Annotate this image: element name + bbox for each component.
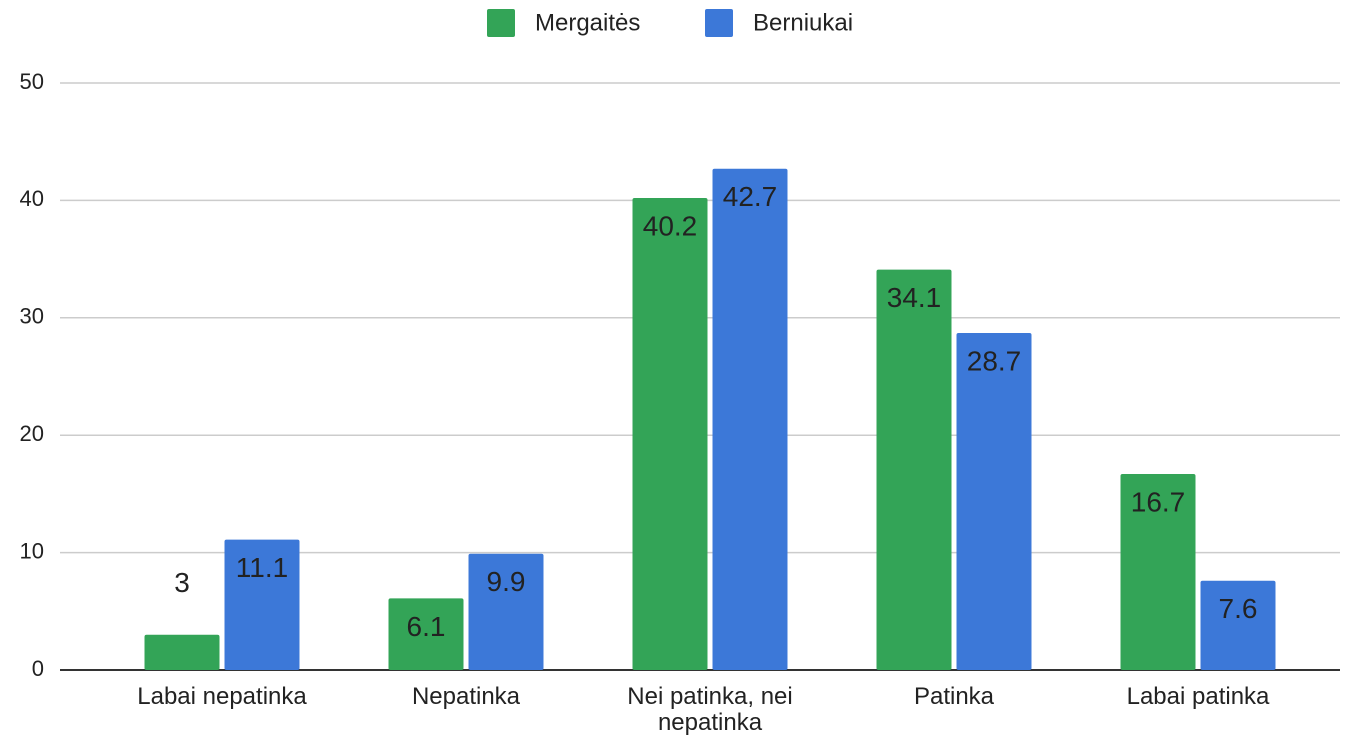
bar: [1120, 473, 1196, 670]
y-tick-label: 0: [32, 656, 44, 681]
bar: [956, 333, 1032, 670]
y-tick-label: 30: [20, 304, 44, 329]
x-tick-label: Patinka: [913, 683, 995, 710]
x-tick-label: Nei patinka, nei nepatinka: [627, 683, 793, 736]
bar: [632, 198, 708, 670]
bar: [388, 598, 464, 670]
legend-label: Berniukai: [753, 9, 853, 36]
data-label: 28.7: [967, 345, 1022, 376]
data-label: 34.1: [887, 282, 942, 313]
bar: [876, 269, 952, 670]
bar: [224, 539, 300, 670]
data-label: 7.6: [1219, 593, 1258, 624]
data-label: 6.1: [407, 611, 446, 642]
x-tick-label: Labai patinka: [1126, 683, 1270, 710]
y-tick-label: 10: [20, 538, 44, 563]
x-tick-label: Nepatinka: [411, 683, 521, 710]
bar: [1200, 580, 1276, 670]
y-tick-label: 40: [20, 186, 44, 211]
data-label: 9.9: [487, 566, 526, 597]
bar: [468, 553, 544, 670]
y-tick-label: 20: [20, 421, 44, 446]
legend-swatch: [487, 9, 515, 37]
data-label: 42.7: [723, 181, 778, 212]
x-tick-label: Labai nepatinka: [137, 683, 307, 710]
data-label: 40.2: [643, 210, 698, 241]
bar: [712, 168, 788, 670]
bar: [144, 634, 220, 670]
legend-swatch: [705, 9, 733, 37]
data-label: 16.7: [1131, 486, 1186, 517]
y-tick-label: 50: [20, 69, 44, 94]
data-label: 3: [174, 567, 190, 598]
legend-label: Mergaitės: [535, 9, 640, 36]
data-label: 11.1: [236, 552, 288, 583]
